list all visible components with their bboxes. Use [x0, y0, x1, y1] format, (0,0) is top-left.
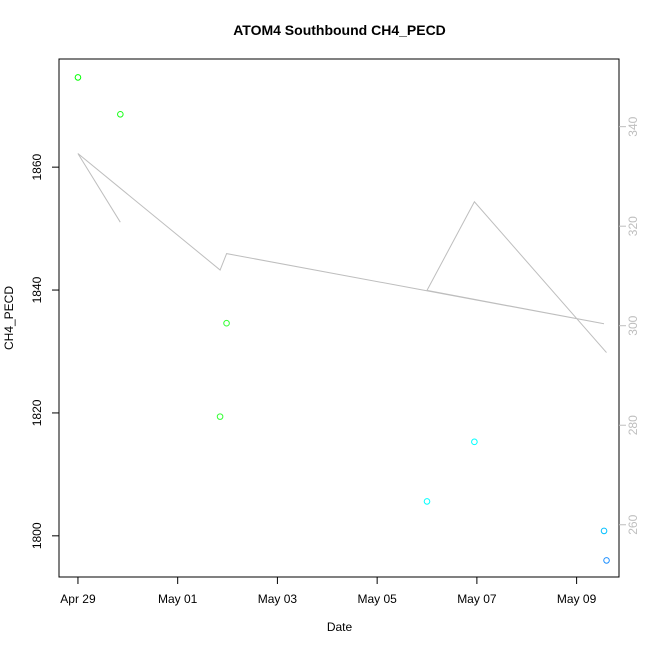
chart-title: ATOM4 Southbound CH4_PECD: [233, 22, 446, 38]
y2-tick-label: 340: [626, 116, 640, 136]
plot-frame: [58, 58, 620, 578]
data-point: [117, 111, 124, 118]
scatter-series: [74, 74, 610, 564]
x-axis: Apr 29 May 01 May 03 May 05 May 07 May 09: [60, 577, 597, 606]
data-point: [600, 527, 608, 535]
y2-tick-label: 320: [626, 216, 640, 236]
y-axis-right: 260 280 300 320 340: [619, 116, 640, 535]
x-axis-label: Date: [327, 620, 353, 634]
data-point: [423, 498, 431, 505]
y-tick-label: 1860: [30, 153, 44, 180]
y-tick-label: 1840: [30, 276, 44, 303]
data-point: [216, 413, 224, 420]
x-tick-label: Apr 29: [60, 592, 96, 606]
y-axis-left: 1800 1820 1840 1860: [30, 153, 59, 549]
y2-tick-label: 260: [626, 514, 640, 534]
x-tick-label: May 07: [457, 592, 497, 606]
y2-tick-label: 300: [626, 315, 640, 335]
data-point: [74, 74, 82, 81]
y-tick-label: 1800: [30, 522, 44, 549]
y2-tick-label: 280: [626, 415, 640, 435]
data-point: [223, 319, 230, 327]
data-point: [471, 438, 478, 446]
y-tick-label: 1820: [30, 399, 44, 426]
y-axis-label: CH4_PECD: [2, 286, 16, 350]
x-tick-label: May 03: [258, 592, 298, 606]
data-point: [603, 557, 610, 564]
line-series: [77, 153, 607, 353]
x-tick-label: May 01: [158, 592, 198, 606]
series-line: [77, 153, 607, 353]
x-tick-label: May 05: [357, 592, 397, 606]
x-tick-label: May 09: [557, 592, 597, 606]
